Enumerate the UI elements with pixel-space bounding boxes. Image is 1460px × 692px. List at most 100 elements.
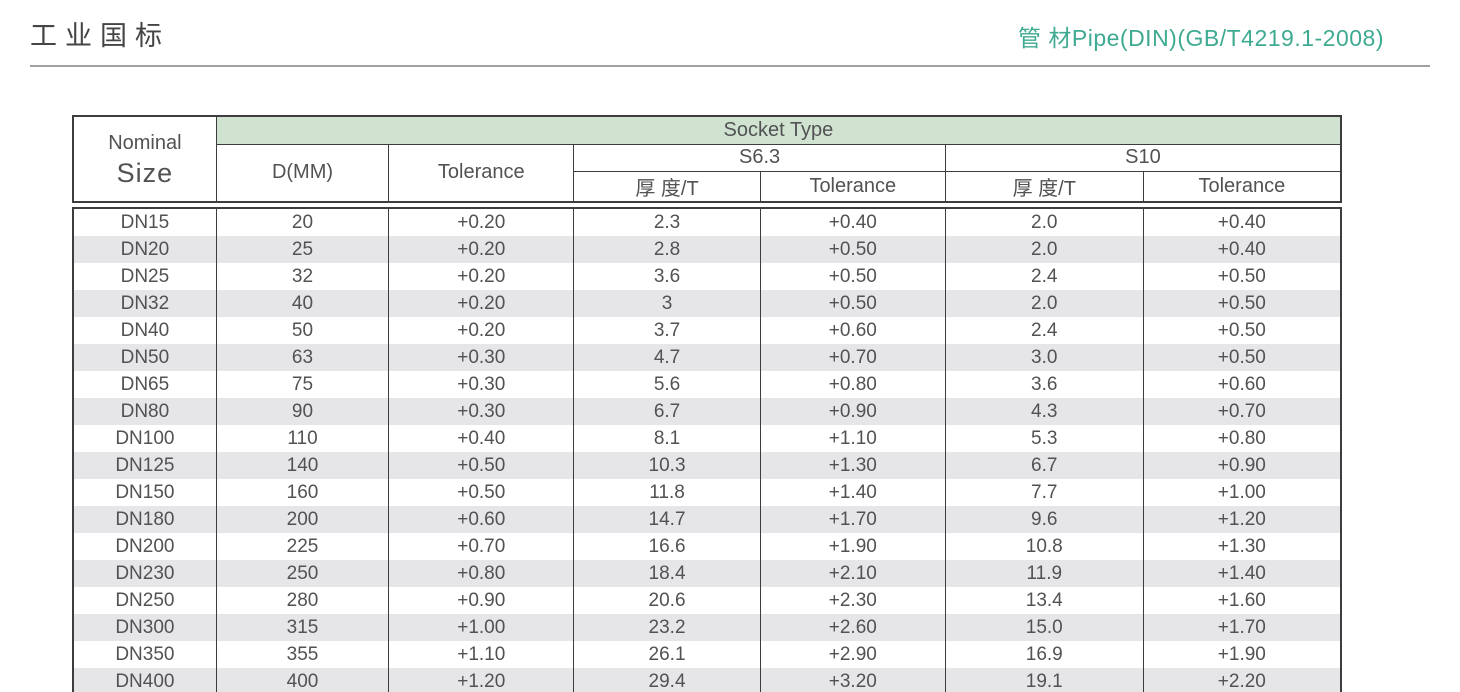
table-cell: DN125	[115, 454, 175, 476]
table-row: DN400 400 +1.20 29.4 +3.20 19.1 +2.20	[73, 667, 1341, 692]
table-cell: +0.90	[1142, 451, 1341, 479]
header-s10-thickness: 厚 度/T	[944, 170, 1144, 202]
table-cell: +0.60	[1142, 370, 1341, 398]
table-cell: 8.1	[573, 424, 761, 452]
table-cell: 15.0	[944, 613, 1144, 641]
table-cell: 280	[215, 586, 389, 614]
spec-table-body-table: DN15 20 +0.20 2.3 +0.40 2.0 +0.40 DN20 25 +0.20 2.…	[72, 206, 1342, 692]
table-row: DN80 90 +0.30 6.7 +0.90 4.3 +0.70	[73, 397, 1341, 425]
table-cell: DN250	[115, 589, 175, 611]
header-d-mm: D(MM)	[215, 143, 390, 202]
table-cell: 200	[215, 505, 389, 533]
table-cell: 3	[573, 289, 761, 317]
table-row: DN15 20 +0.20 2.3 +0.40 2.0 +0.40	[73, 207, 1341, 236]
table-cell: +0.40	[759, 207, 946, 236]
table-cell: DN200	[115, 535, 175, 557]
table-body: DN15 20 +0.20 2.3 +0.40 2.0 +0.40 DN20 25 +0.20 2.…	[73, 207, 1341, 692]
table-cell: +0.30	[388, 397, 574, 425]
table-cell: 18.4	[573, 559, 761, 587]
table-row: DN200 225 +0.70 16.6 +1.90 10.8 +1.30	[73, 532, 1341, 560]
table-cell: +0.50	[388, 451, 574, 479]
table-row: DN250 280 +0.90 20.6 +2.30 13.4 +1.60	[73, 586, 1341, 614]
table-row: DN350 355 +1.10 26.1 +2.90 16.9 +1.90	[73, 640, 1341, 668]
table-cell: 315	[215, 613, 389, 641]
table-cell: +0.50	[759, 262, 946, 290]
table-cell: +1.30	[759, 451, 946, 479]
table-cell: 6.7	[944, 451, 1144, 479]
table-cell: +0.40	[1142, 235, 1341, 263]
header-s63-thickness: 厚 度/T	[573, 170, 761, 202]
table-cell: 5.6	[573, 370, 761, 398]
table-cell: 10.8	[944, 532, 1144, 560]
table-cell: 2.0	[944, 289, 1144, 317]
table-cell: +0.50	[1142, 262, 1341, 290]
table-cell: +0.70	[1142, 397, 1341, 425]
table-cell: +1.10	[759, 424, 946, 452]
header-socket-type: Socket Type	[215, 115, 1342, 145]
table-cell: 23.2	[573, 613, 761, 641]
table-cell: 110	[215, 424, 389, 452]
table-row: DN40 50 +0.20 3.7 +0.60 2.4 +0.50	[73, 316, 1341, 344]
table-row: DN125 140 +0.50 10.3 +1.30 6.7 +0.90	[73, 451, 1341, 479]
table-cell: +2.10	[759, 559, 946, 587]
table-row: DN32 40 +0.20 3 +0.50 2.0 +0.50	[73, 289, 1341, 317]
table-cell: 2.0	[944, 235, 1144, 263]
header-nominal-line1: Nominal	[108, 131, 182, 154]
table-cell: +0.80	[388, 559, 574, 587]
table-cell: 140	[215, 451, 389, 479]
table-cell: 75	[215, 370, 389, 398]
table-row: DN25 32 +0.20 3.6 +0.50 2.4 +0.50	[73, 262, 1341, 290]
table-cell: 32	[215, 262, 389, 290]
table-cell: 3.0	[944, 343, 1144, 371]
table-cell: +0.70	[759, 343, 946, 371]
table-cell: 5.3	[944, 424, 1144, 452]
table-row: DN100 110 +0.40 8.1 +1.10 5.3 +0.80	[73, 424, 1341, 452]
table-cell: 250	[215, 559, 389, 587]
masthead: 工业国标 管 材Pipe(DIN)(GB/T4219.1-2008)	[30, 8, 1430, 65]
table-cell: +1.10	[388, 640, 574, 668]
table-row: DN300 315 +1.00 23.2 +2.60 15.0 +1.70	[73, 613, 1341, 641]
table-cell: DN80	[120, 400, 170, 422]
table-cell: 25	[215, 235, 389, 263]
table-cell: +0.20	[388, 289, 574, 317]
table-cell: +0.20	[388, 235, 574, 263]
table-cell: 2.3	[573, 207, 761, 236]
table-cell: 29.4	[573, 667, 761, 692]
spec-table: Nominal Size Socket Type D(MM) Tolerance…	[72, 115, 1342, 692]
table-cell: +0.50	[759, 289, 946, 317]
table-cell: DN65	[120, 373, 170, 395]
table-row: DN50 63 +0.30 4.7 +0.70 3.0 +0.50	[73, 343, 1341, 371]
table-cell: +1.60	[1142, 586, 1341, 614]
header-s63-tolerance: Tolerance	[759, 170, 946, 202]
header-s10-tolerance: Tolerance	[1142, 170, 1342, 202]
table-cell: +2.60	[759, 613, 946, 641]
table-cell: +0.20	[388, 207, 574, 236]
header-group-s10: S10	[944, 143, 1342, 172]
table-cell: +0.50	[1142, 316, 1341, 344]
table-cell: 4.3	[944, 397, 1144, 425]
table-cell: DN230	[115, 562, 175, 584]
header-group-s63: S6.3	[573, 143, 946, 172]
table-cell: 50	[215, 316, 389, 344]
table-cell: +0.60	[388, 505, 574, 533]
table-cell: DN350	[115, 643, 175, 665]
table-cell: 4.7	[573, 343, 761, 371]
table-cell: 20	[215, 207, 389, 236]
table-cell: +0.40	[1142, 207, 1341, 236]
table-cell: DN20	[120, 238, 170, 260]
table-row: DN65 75 +0.30 5.6 +0.80 3.6 +0.60	[73, 370, 1341, 398]
table-cell: +0.20	[388, 316, 574, 344]
table-cell: 10.3	[573, 451, 761, 479]
table-cell: 20.6	[573, 586, 761, 614]
table-cell: DN15	[120, 211, 170, 233]
table-cell: +1.20	[388, 667, 574, 692]
table-cell: DN50	[120, 346, 170, 368]
table-cell: +0.60	[759, 316, 946, 344]
table-cell: 6.7	[573, 397, 761, 425]
table-cell: +1.40	[759, 478, 946, 506]
title-rule	[30, 65, 1430, 67]
table-cell: 90	[215, 397, 389, 425]
table-cell: 2.0	[944, 207, 1144, 236]
table-cell: 3.6	[944, 370, 1144, 398]
